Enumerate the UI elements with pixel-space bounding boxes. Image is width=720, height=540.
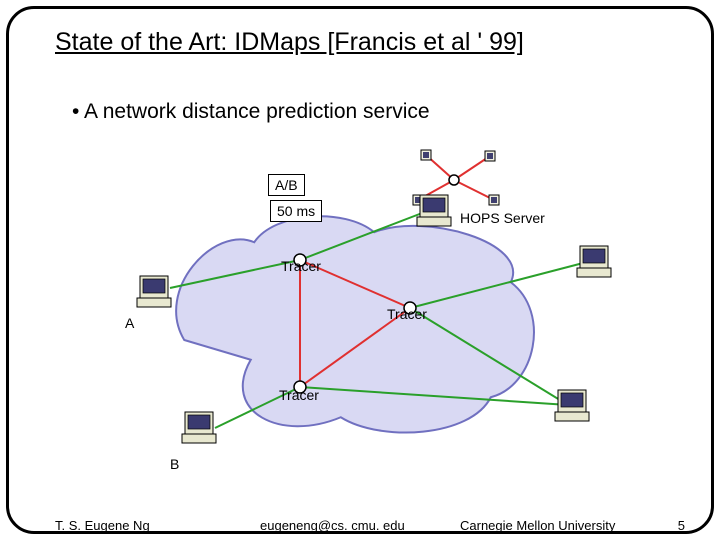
diagram-svg: [90, 140, 650, 480]
box-ab: A/B: [268, 174, 305, 196]
slide-title: State of the Art: IDMaps [Francis et al …: [55, 28, 524, 57]
node-b-label: B: [170, 456, 179, 472]
box-50ms: 50 ms: [270, 200, 322, 222]
node-a-label: A: [125, 315, 134, 331]
footer-university: Carnegie Mellon University: [460, 518, 615, 533]
footer-email: eugeneng@cs. cmu. edu: [260, 518, 405, 533]
hops-server-label: HOPS Server: [460, 210, 545, 226]
network-diagram: A/B 50 ms HOPS Server A B Tracer Tracer …: [90, 140, 650, 480]
bullet-text: A network distance prediction service: [72, 100, 430, 124]
tracer-label-0: Tracer: [281, 258, 321, 274]
footer-author: T. S. Eugene Ng: [55, 518, 150, 533]
tracer-label-2: Tracer: [279, 387, 319, 403]
footer-page: 5: [678, 518, 685, 533]
tracer-label-1: Tracer: [387, 306, 427, 322]
